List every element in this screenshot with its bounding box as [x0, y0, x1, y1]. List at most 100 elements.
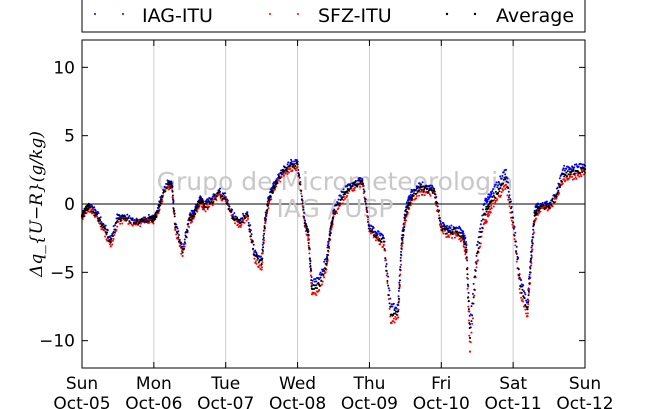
point	[429, 194, 432, 197]
point	[259, 255, 262, 258]
point	[561, 182, 564, 185]
point	[215, 195, 218, 198]
point	[282, 174, 285, 177]
point	[399, 256, 402, 259]
point	[551, 205, 554, 208]
point	[319, 276, 322, 279]
point	[169, 180, 172, 183]
point	[84, 211, 87, 214]
point	[576, 174, 579, 177]
point	[458, 235, 461, 238]
point	[199, 198, 202, 201]
point	[103, 235, 106, 238]
point	[341, 198, 344, 201]
point	[535, 212, 538, 215]
point	[364, 200, 367, 203]
point	[323, 260, 326, 263]
point	[158, 204, 161, 207]
point	[559, 184, 562, 187]
point	[512, 221, 515, 224]
series-average	[80, 161, 587, 340]
point	[394, 315, 397, 318]
point	[462, 230, 465, 233]
point	[465, 246, 468, 249]
point	[468, 314, 471, 317]
point	[409, 204, 412, 207]
point	[485, 210, 488, 213]
point	[514, 231, 517, 234]
legend-label-average: Average	[496, 5, 574, 27]
point	[438, 223, 441, 226]
point	[374, 239, 377, 242]
point	[146, 220, 149, 223]
point	[504, 183, 508, 186]
point	[449, 227, 452, 230]
point	[212, 200, 215, 203]
point	[97, 212, 100, 215]
point	[310, 282, 313, 285]
point	[435, 202, 438, 205]
point	[492, 202, 495, 205]
watermark: Grupo de Micrometeorologia IAG / USP	[157, 167, 514, 223]
point	[472, 282, 475, 285]
point	[172, 199, 175, 202]
point	[581, 171, 584, 174]
point	[467, 305, 470, 308]
point	[492, 188, 495, 191]
point	[262, 241, 265, 244]
point	[309, 264, 312, 267]
point	[89, 206, 92, 209]
point	[537, 203, 540, 206]
point	[509, 200, 512, 203]
point	[483, 202, 486, 205]
point	[389, 305, 392, 308]
point	[295, 161, 298, 164]
x-tick-label-date: Oct-10	[413, 394, 470, 409]
point	[485, 220, 488, 223]
point	[467, 285, 470, 288]
point	[99, 222, 102, 225]
point	[546, 202, 549, 205]
point	[147, 220, 150, 223]
point	[341, 196, 344, 199]
point	[545, 200, 548, 203]
x-tick-label-day: Thu	[352, 374, 385, 394]
point	[443, 227, 446, 230]
point	[520, 296, 523, 299]
point	[407, 206, 410, 209]
point	[253, 257, 256, 260]
point	[418, 194, 421, 197]
point	[388, 307, 391, 310]
point	[522, 290, 525, 293]
point	[488, 213, 491, 216]
point	[295, 159, 298, 162]
point	[150, 215, 153, 218]
point	[302, 208, 305, 211]
point	[510, 219, 513, 222]
point	[223, 192, 226, 195]
point	[474, 275, 477, 278]
point	[550, 199, 553, 202]
point	[508, 194, 511, 197]
point	[441, 227, 444, 230]
point	[113, 233, 116, 236]
watermark-line-2: IAG / USP	[277, 194, 394, 223]
point	[326, 255, 329, 258]
point	[377, 236, 380, 239]
point	[111, 243, 114, 246]
point	[490, 191, 493, 195]
point	[94, 209, 97, 212]
point	[263, 232, 266, 235]
point	[175, 226, 178, 229]
point	[386, 279, 389, 282]
point	[183, 247, 186, 250]
point	[471, 292, 474, 295]
legend-item-iag-itu: IAG-ITU	[94, 5, 213, 27]
point	[185, 235, 188, 238]
point	[206, 208, 209, 211]
point	[574, 176, 577, 179]
point	[526, 308, 529, 311]
point	[287, 161, 290, 164]
point	[477, 247, 480, 250]
point	[494, 183, 497, 186]
